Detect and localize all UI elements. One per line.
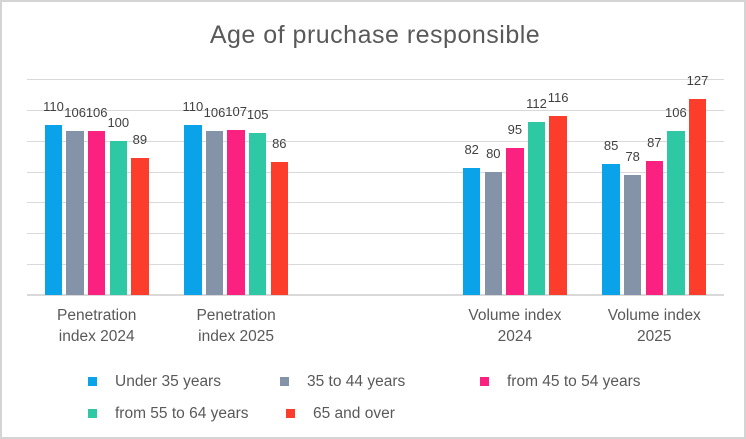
bar <box>506 148 524 295</box>
bar <box>88 131 106 295</box>
category-label: Penetration index 2024 <box>57 307 137 345</box>
bar-value-label: 95 <box>507 122 523 138</box>
legend-marker <box>286 409 295 418</box>
category-label: Penetration index 2025 <box>196 307 276 345</box>
bar <box>645 160 663 295</box>
chart-title: Age of pruchase responsible <box>209 21 541 49</box>
bar <box>549 116 567 295</box>
bar <box>249 133 267 295</box>
gridline <box>27 109 724 111</box>
bar-value-label: 110 <box>182 99 204 115</box>
legend-label: Under 35 years <box>115 373 221 390</box>
bar-value-label: 107 <box>225 103 247 119</box>
bar-value-label: 106 <box>85 105 108 121</box>
category-axis-line <box>27 294 724 296</box>
category-label: Volume index 2025 <box>607 307 701 345</box>
bar-value-label: 106 <box>203 105 226 121</box>
bar-value-label: 89 <box>132 131 148 147</box>
bar-value-label: 106 <box>665 105 687 121</box>
gridline <box>27 202 724 204</box>
bar <box>688 99 707 295</box>
bar-value-label: 105 <box>246 107 269 122</box>
gridline <box>27 171 724 173</box>
legend-marker <box>480 377 489 386</box>
legend-marker <box>280 377 289 386</box>
bar <box>109 140 127 295</box>
bar <box>484 171 502 295</box>
gridline <box>27 233 724 235</box>
bar-value-label: 127 <box>686 73 709 89</box>
gridline <box>27 140 724 142</box>
bar <box>270 162 288 295</box>
bar-value-label: 85 <box>603 137 619 153</box>
gridline <box>27 79 724 80</box>
bar <box>624 174 642 295</box>
bar-value-label: 106 <box>64 105 86 121</box>
bar-value-label: 112 <box>526 96 547 112</box>
bar <box>66 131 84 295</box>
bar <box>131 157 149 295</box>
bar <box>44 125 63 295</box>
bar <box>463 168 481 295</box>
bar <box>205 131 224 295</box>
gridline <box>27 264 724 266</box>
bar <box>527 122 546 295</box>
bar <box>667 131 685 295</box>
bar <box>227 129 245 295</box>
bar-value-label: 116 <box>547 90 569 106</box>
bar-value-label: 86 <box>272 136 287 152</box>
bar-value-label: 82 <box>464 142 479 158</box>
bar-value-label: 87 <box>647 134 662 150</box>
legend-label: 65 and over <box>313 405 395 422</box>
legend-marker <box>88 409 97 418</box>
category-label: Volume index 2024 <box>468 307 562 345</box>
bar <box>602 163 620 295</box>
bar-value-label: 100 <box>107 114 130 130</box>
bar-value-label: 110 <box>43 99 64 115</box>
legend-label: from 55 to 64 years <box>115 405 249 422</box>
legend-label: 35 to 44 years <box>307 373 406 390</box>
bar-value-label: 80 <box>486 145 501 161</box>
legend-label: from 45 to 54 years <box>507 373 641 390</box>
bar-value-label: 78 <box>625 148 640 164</box>
bar <box>184 125 202 295</box>
legend-marker <box>88 377 97 386</box>
